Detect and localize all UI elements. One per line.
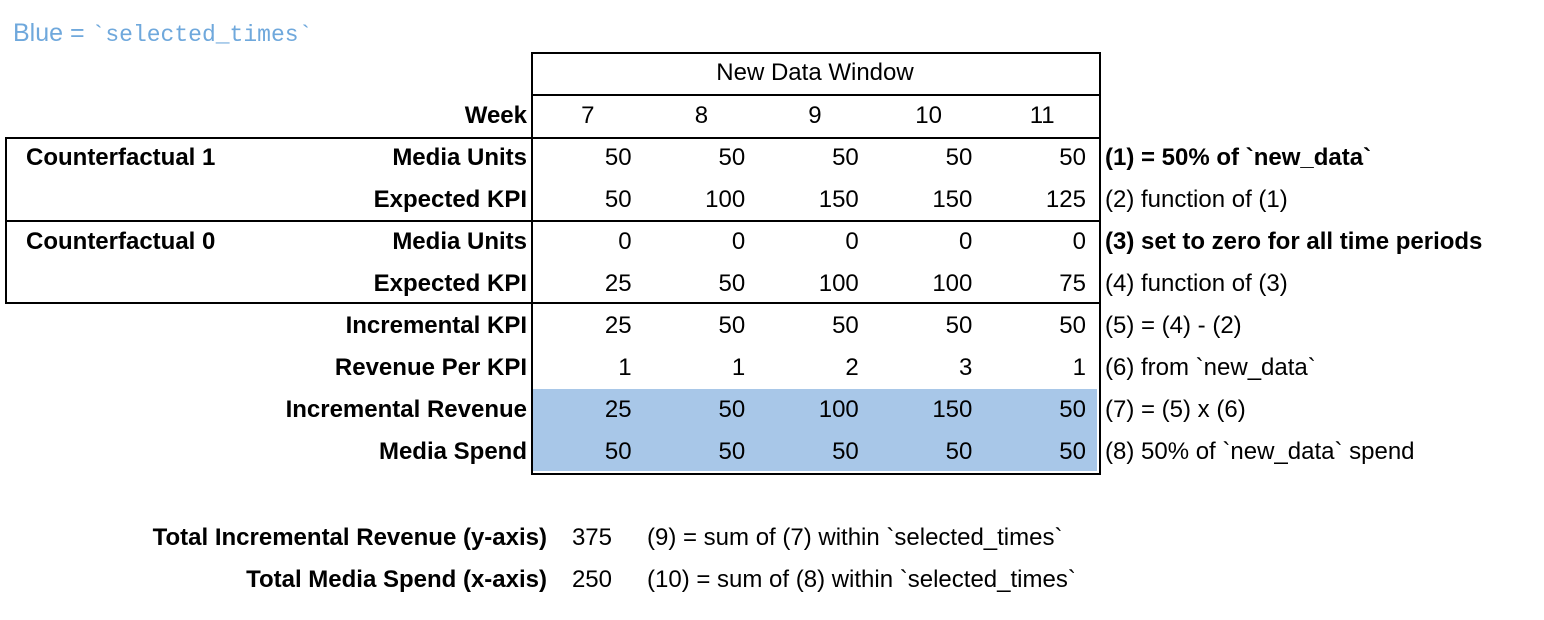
cell-value: 100 xyxy=(705,186,746,213)
cell-value: 0 xyxy=(959,228,973,255)
cell-value: 1 xyxy=(618,354,632,381)
week-number: 10 xyxy=(915,102,942,129)
total-incremental-revenue-label: Total Incremental Revenue (y-axis) xyxy=(152,524,547,551)
cell-value: 50 xyxy=(1059,438,1086,465)
cell-value: 1 xyxy=(1072,354,1086,381)
row-annotation: (3) set to zero for all time periods xyxy=(1105,228,1483,255)
cell-value: 0 xyxy=(1072,228,1086,255)
cell-value: 150 xyxy=(818,186,859,213)
cell-value: 50 xyxy=(1059,312,1086,339)
cell-value: 125 xyxy=(1045,186,1086,213)
week-number: 8 xyxy=(694,102,709,129)
table-row: 25 50 100 100 75 xyxy=(531,263,1099,305)
table-row-highlighted: 25 50 100 150 50 xyxy=(531,389,1099,431)
total-incremental-revenue-value: 375 xyxy=(571,524,612,551)
cell-value: 50 xyxy=(1059,144,1086,171)
cell-value: 50 xyxy=(832,438,859,465)
row-label: Media Spend xyxy=(378,438,527,465)
cell-value: 150 xyxy=(932,186,973,213)
week-number-row: 7 8 9 10 11 xyxy=(531,94,1099,137)
table-row: 25 50 50 50 50 xyxy=(531,305,1099,347)
cell-value: 50 xyxy=(718,438,746,465)
selected-times-highlight xyxy=(533,389,1097,471)
cell-value: 50 xyxy=(945,144,973,171)
table-row-highlighted: 50 50 50 50 50 xyxy=(531,431,1099,473)
row-group-label: Counterfactual 0 xyxy=(26,228,216,255)
counterfactual-divider-line xyxy=(5,220,1099,222)
row-annotation: (6) from `new_data` xyxy=(1105,354,1316,381)
cell-value: 50 xyxy=(604,438,632,465)
row-annotation: (5) = (4) - (2) xyxy=(1105,312,1242,339)
row-annotation: (1) = 50% of `new_data` xyxy=(1105,144,1372,171)
table-row: 50 100 150 150 125 xyxy=(531,179,1099,221)
cell-value: 100 xyxy=(932,270,973,297)
row-label: Media Units xyxy=(392,144,527,171)
legend-note: Blue = `selected_times` xyxy=(13,19,312,48)
total-media-spend-note: (10) = sum of (8) within `selected_times… xyxy=(647,566,1076,593)
row-annotation: (4) function of (3) xyxy=(1105,270,1288,297)
total-incremental-revenue-note: (9) = sum of (7) within `selected_times` xyxy=(647,524,1063,551)
cell-value: 100 xyxy=(818,396,859,423)
cell-value: 25 xyxy=(604,312,632,339)
week-row-label: Week xyxy=(464,102,527,129)
cell-value: 150 xyxy=(932,396,973,423)
cell-value: 50 xyxy=(945,312,973,339)
row-label: Media Units xyxy=(392,228,527,255)
row-label: Expected KPI xyxy=(373,270,527,297)
row-label: Incremental KPI xyxy=(345,312,527,339)
header-divider-line xyxy=(531,94,1099,96)
week-number: 11 xyxy=(1029,102,1055,129)
row-label: Incremental Revenue xyxy=(285,396,527,423)
cell-value: 25 xyxy=(604,396,632,423)
cell-value: 25 xyxy=(604,270,632,297)
cell-value: 50 xyxy=(832,144,859,171)
cell-value: 50 xyxy=(604,144,632,171)
cell-value: 0 xyxy=(845,228,859,255)
counterfactual0-bottom-line xyxy=(5,302,1099,304)
row-annotation: (7) = (5) x (6) xyxy=(1105,396,1246,423)
cell-value: 50 xyxy=(718,396,746,423)
cell-value: 0 xyxy=(731,228,746,255)
table-header: New Data Window xyxy=(716,59,914,86)
cell-value: 0 xyxy=(618,228,632,255)
data-grid-outline xyxy=(531,52,1101,475)
counterfactual-box-left-border xyxy=(5,137,7,304)
total-media-spend-label: Total Media Spend (x-axis) xyxy=(246,566,547,593)
week-number: 9 xyxy=(808,102,822,129)
cell-value: 1 xyxy=(731,354,746,381)
table-row: 1 1 2 3 1 xyxy=(531,347,1099,389)
legend-note-code: `selected_times` xyxy=(91,22,313,48)
week-number: 7 xyxy=(581,102,595,129)
cell-value: 50 xyxy=(832,312,859,339)
cell-value: 50 xyxy=(945,438,973,465)
cell-value: 50 xyxy=(718,312,746,339)
cell-value: 50 xyxy=(1059,396,1086,423)
cell-value: 50 xyxy=(718,270,746,297)
cell-value: 75 xyxy=(1059,270,1086,297)
cell-value: 100 xyxy=(818,270,859,297)
row-label: Revenue Per KPI xyxy=(334,354,527,381)
row-annotation: (8) 50% of `new_data` spend xyxy=(1105,438,1415,465)
cell-value: 3 xyxy=(959,354,973,381)
row-annotation: (2) function of (1) xyxy=(1105,186,1288,213)
row-label: Expected KPI xyxy=(373,186,527,213)
week-row-divider-line xyxy=(5,137,1099,139)
table-row: 50 50 50 50 50 xyxy=(531,137,1099,179)
cell-value: 2 xyxy=(845,354,859,381)
legend-note-text: Blue = xyxy=(13,19,92,47)
table-row: 0 0 0 0 0 xyxy=(531,221,1099,263)
cell-value: 50 xyxy=(718,144,746,171)
cell-value: 50 xyxy=(604,186,632,213)
total-media-spend-value: 250 xyxy=(571,566,612,593)
row-group-label: Counterfactual 1 xyxy=(26,144,216,171)
